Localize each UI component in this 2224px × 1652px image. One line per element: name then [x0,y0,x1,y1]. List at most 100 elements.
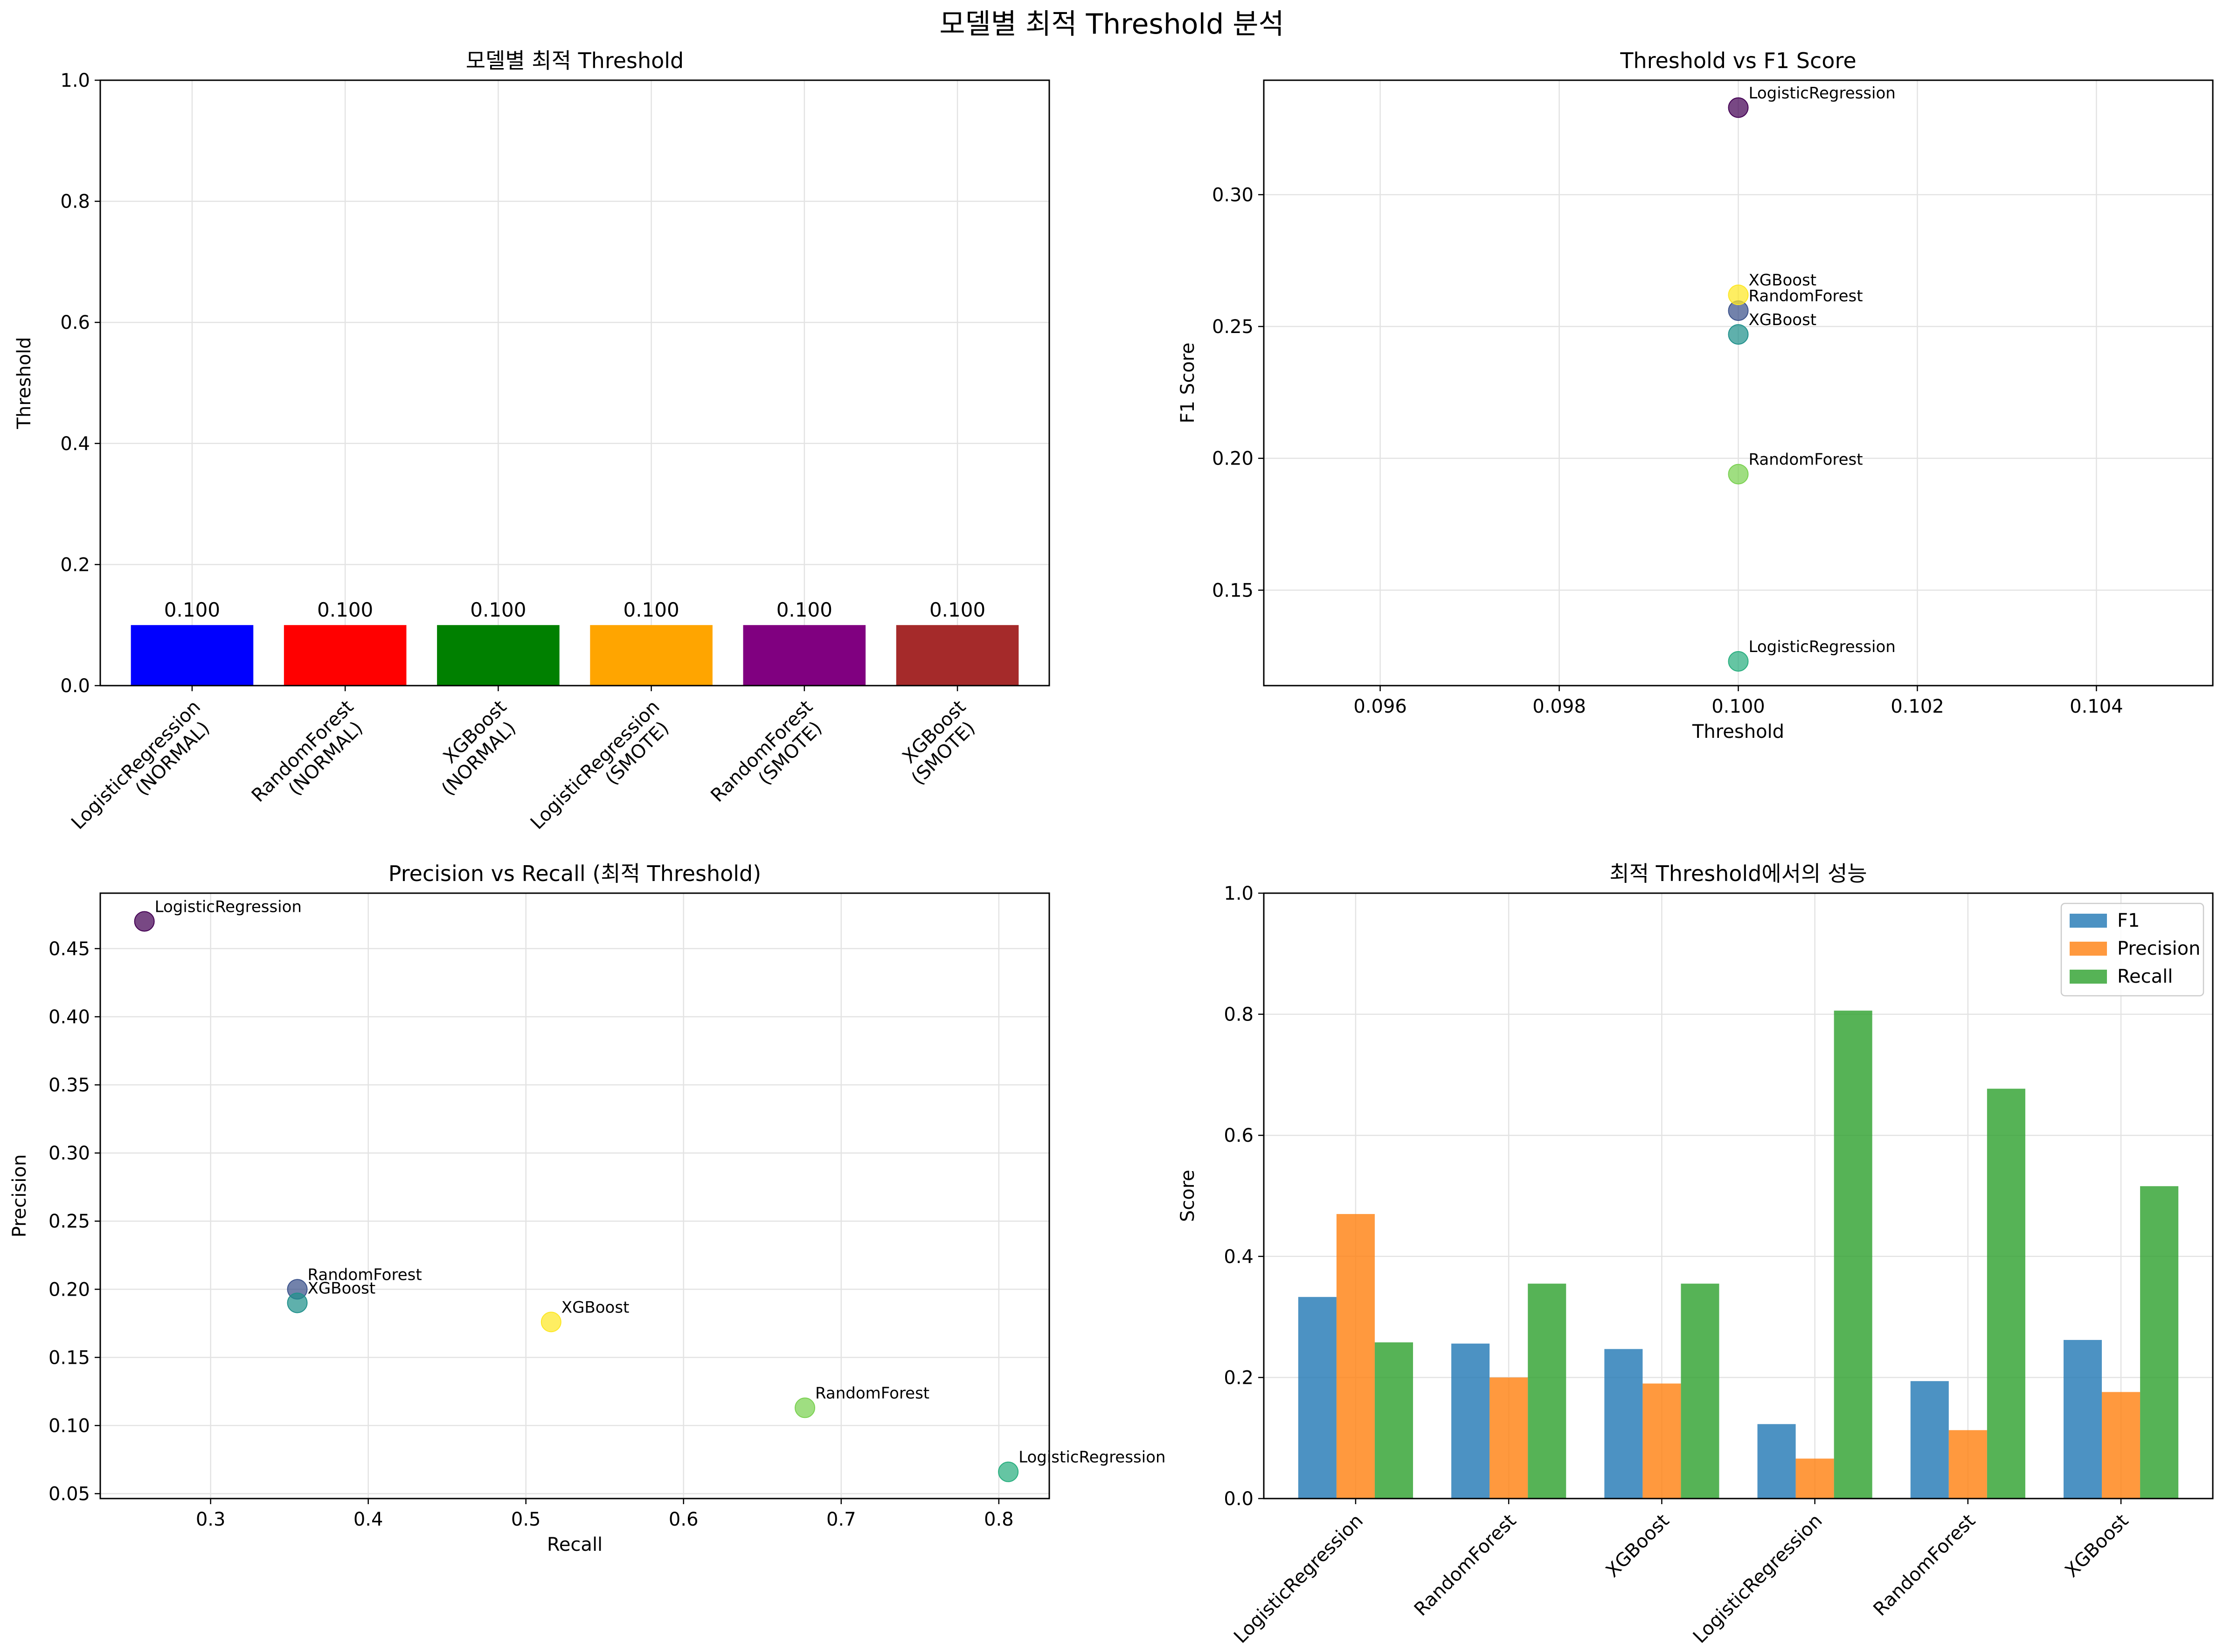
y-tick-label: 0.25 [48,1211,90,1232]
point-annotation: LogisticRegression [1749,84,1896,103]
scatter-point [1728,464,1749,485]
point-annotation: XGBoost [1749,311,1817,329]
legend-swatch [2070,942,2107,956]
legend: F1 Precision Recall [2060,902,2204,997]
subplot-title: 최적 Threshold에서의 성능 [1609,861,1867,886]
x-tick-label: XGBoost [1602,1510,1674,1582]
x-tick-label: 0.4 [353,1509,383,1530]
y-tick-label: 0.8 [60,191,90,213]
y-tick-label: 0.0 [60,675,90,697]
y-tick-label: 0.8 [1224,1004,1254,1026]
y-tick-label: 0.20 [1212,448,1254,470]
point-annotation: RandomForest [1749,287,1863,305]
y-axis-label: Score [1177,1170,1199,1222]
y-tick-label: 0.40 [48,1006,90,1028]
y-tick-label: 0.10 [48,1415,90,1437]
subplot-title: 모델별 최적 Threshold [466,48,684,73]
subplot-title: Precision vs Recall (최적 Threshold) [388,861,761,886]
bar-precision [2102,1392,2141,1499]
scatter-point [998,1461,1019,1482]
bar-precision [1948,1430,1987,1499]
y-tick-label: 0.4 [60,433,90,455]
y-tick-label: 0.4 [1224,1246,1254,1268]
scatter-point [1728,324,1749,345]
bar-value-label: 0.100 [623,598,679,621]
subplot-3: Precision vs Recall (최적 Threshold) 0.05 0.… [9,861,1165,1555]
bar-f1 [2063,1340,2102,1499]
x-tick-label: RandomForest [1869,1510,1979,1620]
bar-precision [1490,1377,1528,1499]
x-tick-label: LogisticRegression [1230,1510,1367,1648]
bar-value-label: 0.100 [929,598,985,621]
y-axis-label: Threshold [14,337,35,429]
x-axis-label: Threshold [1692,721,1784,743]
x-tick-label: XGBoost [2061,1510,2133,1582]
legend-label: F1 [2117,910,2140,931]
bar-recall [1528,1284,1566,1499]
subplot-4: 최적 Threshold에서의 성능 0.0 0.2 0.4 0.6 0.8 1.0 Logi… [1177,861,2214,1648]
x-tick-label: XGBoost(NORMAL) [423,696,526,800]
x-tick-label: 0.7 [826,1509,856,1530]
scatter-point [1728,285,1749,305]
y-tick-label: 0.15 [48,1347,90,1368]
y-tick-label: 0.30 [1212,184,1254,206]
y-tick-label: 0.35 [48,1075,90,1096]
x-tick-label: 0.3 [196,1509,226,1530]
bar-value-label: 0.100 [317,598,373,621]
y-tick-label: 0.25 [1212,316,1254,338]
x-tick-label: 0.098 [1532,696,1586,717]
bar-f1 [1910,1381,1949,1499]
y-axis-label: F1 Score [1177,342,1199,423]
y-tick-label: 1.0 [60,70,90,91]
x-tick-label: XGBoost(SMOTE) [892,696,985,790]
subplot-1: 모델별 최적 Threshold 0.0 0.2 0.4 0.6 0.8 1.0 0.100 L… [14,48,1050,849]
legend-label: Recall [2117,966,2173,987]
legend-swatch [2070,914,2107,928]
x-tick-label: 0.8 [984,1509,1014,1530]
bar-recall [1987,1089,2025,1499]
bar-recall [1374,1342,1413,1499]
bar-value-label: 0.100 [470,598,526,621]
scatter-point [1728,97,1749,118]
bar-recall [2140,1186,2179,1499]
point-annotation: RandomForest [815,1384,929,1402]
x-axis-label: Recall [547,1534,603,1555]
y-tick-label: 0.2 [1224,1367,1254,1388]
y-tick-label: 0.2 [60,554,90,576]
y-tick-label: 0.05 [48,1483,90,1505]
x-tick-label: 0.5 [511,1509,541,1530]
x-tick-label: RandomForest [1410,1510,1520,1620]
x-tick-label-line: LogisticRegression [527,696,664,834]
y-axis-label: Precision [9,1154,30,1237]
bar-f1 [1298,1297,1337,1499]
bar-recall [1681,1284,1719,1499]
bar-f1 [1451,1343,1490,1499]
scatter-point [1728,651,1749,672]
scatter-point [795,1397,816,1418]
figure-title: 모델별 최적 Threshold 분석 [939,8,1284,41]
bar-f1 [1757,1424,1796,1499]
bar [131,625,254,686]
bar-value-label: 0.100 [164,598,220,621]
x-tick-label: 0.096 [1353,696,1407,717]
point-annotation: XGBoost [561,1298,630,1317]
x-tick-label: LogisticRegression(NORMAL) [67,696,220,849]
legend-label: Precision [2117,938,2200,959]
y-tick-label: 0.30 [48,1143,90,1164]
legend-swatch [2070,970,2107,984]
scatter-point [134,911,155,932]
bar [896,625,1019,686]
bar-f1 [1604,1349,1643,1499]
x-tick-label: 0.100 [1711,696,1765,717]
bar [284,625,407,686]
bar-recall [1834,1010,1872,1499]
axes-frame [99,892,1050,1499]
x-tick-label: 0.104 [2070,696,2123,717]
bar-precision [1642,1383,1681,1499]
bar-value-label: 0.100 [776,598,832,621]
axes-frame [1263,79,2214,687]
x-tick-label: LogisticRegression [1689,1510,1827,1648]
x-tick-label-line: LogisticRegression [67,696,205,834]
point-annotation: LogisticRegression [155,897,302,916]
scatter-point [540,1312,561,1333]
